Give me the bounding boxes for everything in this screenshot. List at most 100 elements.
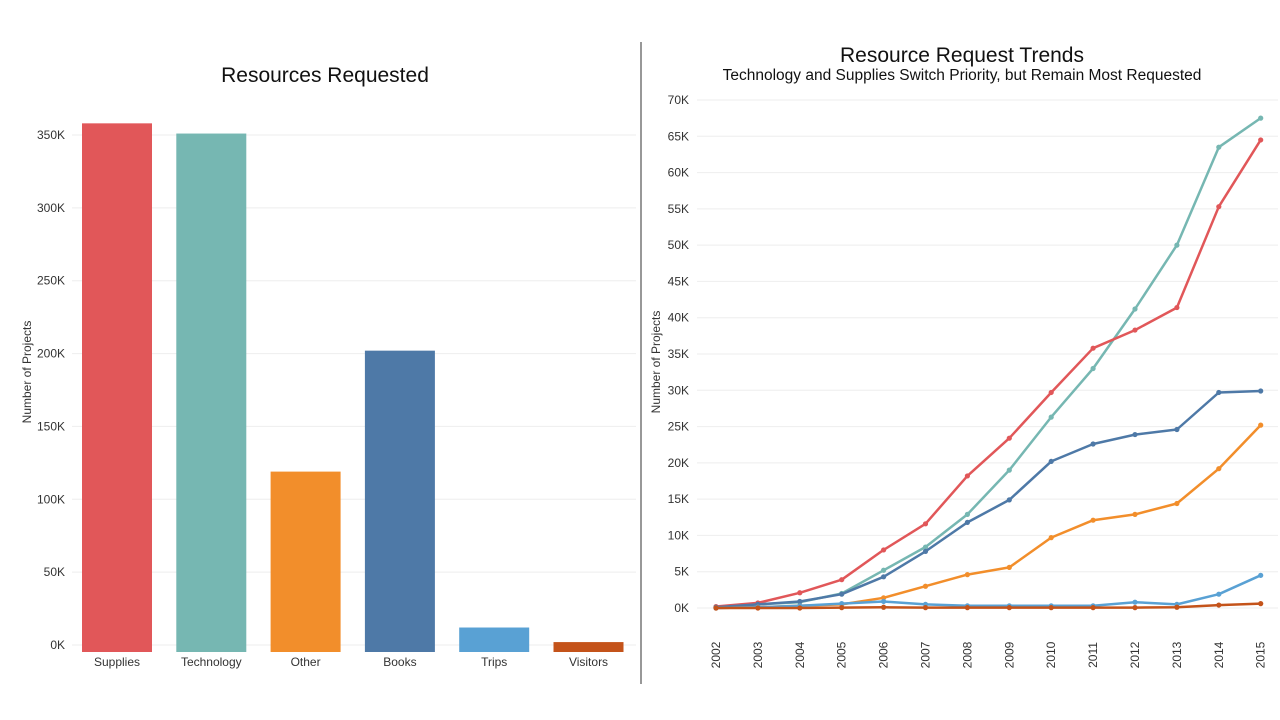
bar-chart-gridlines bbox=[72, 134, 636, 646]
line-y-tick-50K: 50K bbox=[668, 238, 689, 252]
point-books-2006 bbox=[881, 574, 887, 580]
point-visitors-2013 bbox=[1174, 604, 1180, 610]
bar-y-tick-200K: 200K bbox=[37, 347, 65, 361]
point-technology-2009 bbox=[1006, 467, 1012, 473]
point-supplies-2015 bbox=[1258, 137, 1264, 143]
line-y-tick-30K: 30K bbox=[668, 383, 689, 397]
point-trips-2015 bbox=[1258, 572, 1264, 578]
point-technology-2010 bbox=[1048, 414, 1054, 420]
line-x-tick-2010: 2010 bbox=[1044, 641, 1058, 668]
line-y-tick-60K: 60K bbox=[668, 166, 689, 180]
point-books-2015 bbox=[1258, 388, 1264, 394]
point-technology-2006 bbox=[881, 567, 887, 573]
point-other-2009 bbox=[1006, 564, 1012, 570]
point-supplies-2007 bbox=[922, 521, 929, 527]
bar-chart-x-ticks: Supplies Technology Other Books Trips Visitor… bbox=[94, 655, 608, 669]
point-supplies-2008 bbox=[964, 473, 971, 479]
point-supplies-2014 bbox=[1216, 204, 1222, 210]
series-books bbox=[713, 388, 1264, 610]
point-books-2009 bbox=[1006, 497, 1012, 503]
point-other-2012 bbox=[1132, 511, 1138, 517]
point-other-2014 bbox=[1216, 466, 1222, 472]
point-other-2007 bbox=[922, 583, 929, 589]
point-other-2015 bbox=[1258, 422, 1264, 428]
line-chart-y-axis-label: Number of Projects bbox=[649, 311, 663, 414]
point-books-2008 bbox=[964, 519, 971, 525]
resource-request-trends-chart: Resource Request Trends Technology and S… bbox=[649, 44, 1278, 668]
point-technology-2013 bbox=[1174, 242, 1180, 248]
point-visitors-2006 bbox=[881, 604, 887, 610]
bar-supplies bbox=[82, 123, 152, 653]
point-technology-2008 bbox=[964, 511, 971, 517]
line-x-tick-2002: 2002 bbox=[709, 641, 723, 668]
line-x-tick-2005: 2005 bbox=[835, 641, 849, 668]
point-visitors-2005 bbox=[839, 605, 845, 611]
point-books-2010 bbox=[1048, 458, 1054, 465]
line-x-tick-2012: 2012 bbox=[1128, 641, 1142, 668]
bar-chart-y-ticks: 0K 50K 100K 150K 200K 250K 300K 350K bbox=[37, 128, 65, 652]
point-supplies-2004 bbox=[797, 590, 803, 596]
series-line-other bbox=[714, 423, 1262, 610]
line-y-tick-70K: 70K bbox=[668, 93, 689, 107]
point-other-2011 bbox=[1090, 517, 1096, 523]
line-chart-title: Resource Request Trends bbox=[840, 44, 1084, 67]
point-other-2008 bbox=[964, 572, 971, 578]
bar-y-tick-250K: 250K bbox=[37, 274, 65, 288]
point-supplies-2012 bbox=[1132, 327, 1138, 333]
line-x-tick-2013: 2013 bbox=[1170, 641, 1184, 668]
series-line-supplies bbox=[714, 138, 1262, 608]
line-x-tick-2003: 2003 bbox=[751, 641, 765, 668]
bar-y-tick-150K: 150K bbox=[37, 419, 65, 433]
line-y-tick-55K: 55K bbox=[668, 202, 689, 216]
line-x-tick-2008: 2008 bbox=[960, 641, 974, 668]
point-supplies-2009 bbox=[1006, 435, 1012, 441]
bar-x-tick-visitors: Visitors bbox=[569, 655, 608, 669]
point-technology-2012 bbox=[1132, 306, 1138, 312]
point-visitors-2008 bbox=[964, 605, 971, 611]
bar-visitors bbox=[553, 642, 624, 652]
point-books-2012 bbox=[1132, 431, 1138, 438]
point-visitors-2007 bbox=[922, 605, 929, 611]
series-line-trips bbox=[714, 574, 1262, 610]
line-chart-x-ticks: 2002 2003 2004 2005 2006 2007 2008 2009 2010 2011… bbox=[709, 641, 1268, 668]
point-books-2004 bbox=[797, 598, 803, 605]
series-line-books bbox=[714, 389, 1262, 609]
point-supplies-2011 bbox=[1090, 345, 1096, 351]
bar-chart-bars bbox=[82, 123, 624, 653]
bar-x-tick-books: Books bbox=[383, 655, 416, 669]
series-supplies bbox=[713, 137, 1264, 610]
line-chart-subtitle: Technology and Supplies Switch Priority,… bbox=[723, 67, 1202, 84]
point-visitors-2003 bbox=[755, 605, 761, 611]
point-visitors-2012 bbox=[1132, 605, 1138, 611]
point-supplies-2013 bbox=[1174, 304, 1180, 311]
series-line-technology bbox=[714, 116, 1262, 609]
point-other-2010 bbox=[1048, 535, 1054, 541]
line-x-tick-2004: 2004 bbox=[793, 641, 807, 668]
point-supplies-2010 bbox=[1048, 389, 1054, 396]
series-line-visitors bbox=[714, 602, 1262, 610]
bar-y-tick-100K: 100K bbox=[37, 492, 65, 506]
point-books-2014 bbox=[1216, 389, 1222, 396]
line-chart-gridlines bbox=[697, 99, 1278, 609]
point-visitors-2014 bbox=[1216, 602, 1222, 608]
point-other-2013 bbox=[1174, 500, 1180, 507]
point-visitors-2011 bbox=[1090, 605, 1096, 611]
line-y-tick-20K: 20K bbox=[668, 456, 689, 470]
point-books-2005 bbox=[839, 591, 845, 597]
point-technology-2007 bbox=[922, 544, 929, 550]
series-trips bbox=[713, 572, 1264, 611]
line-x-tick-2007: 2007 bbox=[919, 641, 933, 668]
point-visitors-2010 bbox=[1048, 605, 1054, 611]
bar-y-tick-0K: 0K bbox=[50, 638, 65, 652]
line-y-tick-65K: 65K bbox=[668, 129, 689, 143]
resources-requested-chart: Resources Requested Number of Projects 0… bbox=[20, 64, 636, 669]
line-x-tick-2011: 2011 bbox=[1086, 642, 1100, 668]
point-books-2007 bbox=[922, 548, 929, 554]
line-y-tick-0K: 0K bbox=[674, 601, 689, 615]
point-technology-2011 bbox=[1090, 365, 1096, 372]
point-visitors-2002 bbox=[713, 605, 719, 611]
point-other-2006 bbox=[881, 595, 887, 601]
point-books-2011 bbox=[1090, 441, 1096, 447]
point-books-2013 bbox=[1174, 426, 1180, 433]
